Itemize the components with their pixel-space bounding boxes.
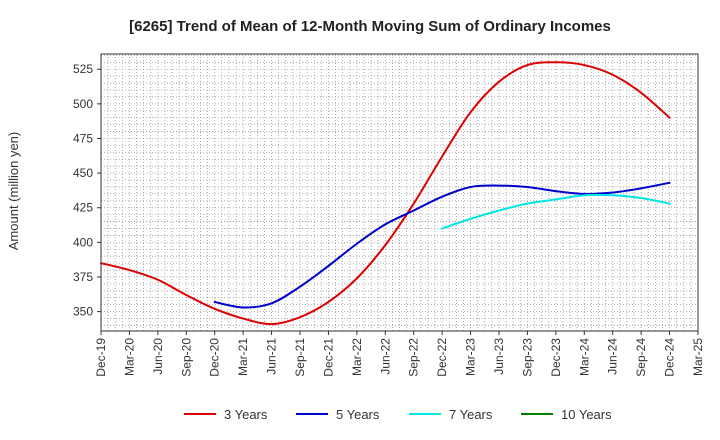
x-tick-label: Mar-22	[350, 338, 364, 376]
y-tick-label: 450	[73, 166, 93, 180]
x-tick-label: Dec-21	[321, 338, 335, 377]
x-tick-label: Sep-23	[520, 338, 534, 377]
series-lines	[100, 61, 671, 326]
x-tick-label: Mar-25	[691, 338, 705, 376]
x-tick-label: Dec-22	[435, 338, 449, 377]
y-tick-label: 475	[73, 131, 93, 145]
y-tick-label: 350	[73, 305, 93, 319]
x-tick-label: Mar-21	[236, 338, 250, 376]
chart-title: [6265] Trend of Mean of 12-Month Moving …	[129, 18, 611, 35]
x-tick-label: Sep-22	[407, 338, 421, 377]
legend: 3 Years 5 Years 7 Years 10 Years	[184, 407, 612, 422]
x-tick-label: Jun-22	[378, 338, 392, 375]
legend-label-7-years: 7 Years	[449, 407, 493, 422]
x-tick-label: Dec-20	[208, 338, 222, 377]
legend-label-5-years: 5 Years	[336, 407, 380, 422]
y-axis-label: Amount (million yen)	[6, 132, 21, 251]
x-tick-label: Mar-24	[577, 338, 591, 376]
x-tick-label: Jun-20	[151, 338, 165, 375]
x-tick-label: Dec-23	[549, 338, 563, 377]
x-tick-label: Dec-24	[663, 338, 677, 377]
y-tick-label: 400	[73, 235, 93, 249]
x-tick-label: Mar-23	[464, 338, 478, 376]
series-line-5-years	[213, 181, 671, 309]
x-tick-label: Jun-24	[606, 338, 620, 375]
series-line-3-years	[100, 61, 671, 326]
y-axis-ticks: 350 375 400 425 450 475 500 525	[73, 62, 101, 319]
x-tick-label: Jun-23	[492, 338, 506, 375]
x-tick-label: Mar-20	[122, 338, 136, 376]
x-axis-ticks: Dec-19 Mar-20 Jun-20 Sep-20 Dec-20 Mar-21 Jun-…	[94, 331, 705, 377]
x-tick-label: Sep-21	[293, 338, 307, 377]
y-tick-label: 425	[73, 201, 93, 215]
series-line-7-years	[441, 193, 671, 230]
y-tick-label: 500	[73, 97, 93, 111]
y-tick-label: 375	[73, 270, 93, 284]
x-tick-label: Dec-19	[94, 338, 108, 377]
x-tick-label: Jun-21	[265, 338, 279, 375]
plot-frame	[100, 53, 699, 332]
x-tick-label: Sep-20	[179, 338, 193, 377]
legend-label-10-years: 10 Years	[561, 407, 612, 422]
legend-label-3-years: 3 Years	[224, 407, 268, 422]
x-tick-label: Sep-24	[634, 338, 648, 377]
grid-lines	[101, 54, 698, 331]
y-tick-label: 525	[73, 62, 93, 76]
